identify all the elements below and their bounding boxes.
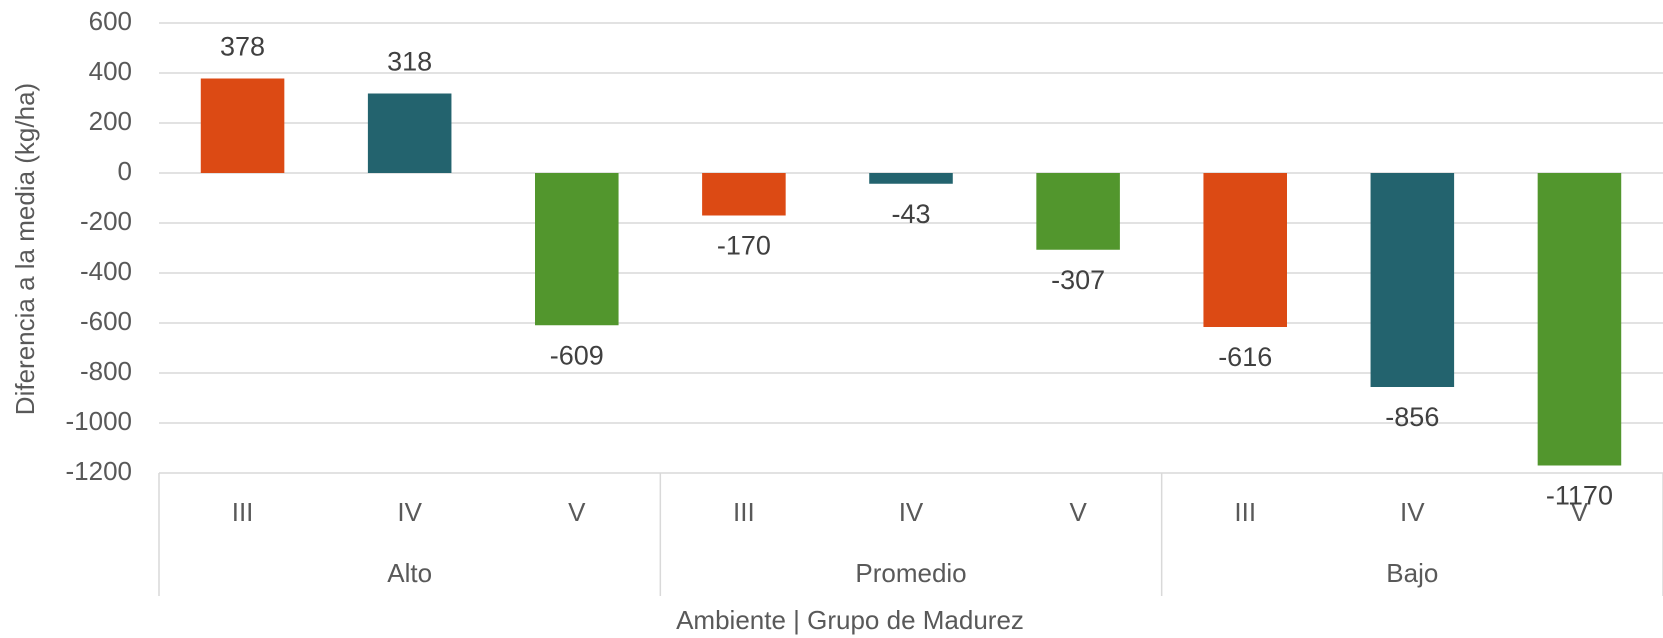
group-label: Promedio [855,558,966,588]
data-label: -43 [891,199,930,229]
bar [200,78,285,173]
bar [1370,173,1455,387]
x-tick-label: III [232,497,254,527]
x-tick-label: III [733,497,755,527]
bar [1203,173,1287,327]
data-label: 378 [220,32,265,62]
y-tick-label: 0 [118,156,132,186]
x-tick-label: IV [1400,497,1425,527]
x-tick-label: IV [397,497,422,527]
y-tick-label: 200 [89,106,132,136]
y-tick-label: -1000 [66,406,133,436]
y-tick-label: -600 [80,306,132,336]
data-label: -856 [1385,402,1439,432]
group-label: Bajo [1386,558,1438,588]
bar [702,173,786,216]
y-tick-label: -400 [80,256,132,286]
y-tick-label: -200 [80,206,132,236]
data-label: -307 [1051,265,1105,295]
bar [1036,173,1120,250]
data-label: 318 [387,47,432,77]
bar [367,93,452,173]
y-tick-label: -1200 [66,456,133,486]
y-tick-label: -800 [80,356,132,386]
x-tick-label: V [1571,497,1589,527]
bar [869,173,953,184]
y-axis-title: Diferencia a la media (kg/ha) [10,83,40,415]
data-label: -1170 [1546,481,1613,511]
x-tick-label: III [1234,497,1256,527]
x-tick-label: V [568,497,586,527]
x-axis-title: Ambiente | Grupo de Madurez [676,605,1024,635]
y-tick-label: 400 [89,56,132,86]
data-label: -616 [1218,342,1272,372]
x-tick-label: IV [899,497,924,527]
group-label: Alto [387,558,432,588]
data-label: -609 [550,340,604,370]
bar [1537,173,1622,466]
bar [535,173,619,326]
x-tick-label: V [1069,497,1087,527]
y-tick-label: 600 [89,6,132,36]
data-label: -170 [717,231,771,261]
